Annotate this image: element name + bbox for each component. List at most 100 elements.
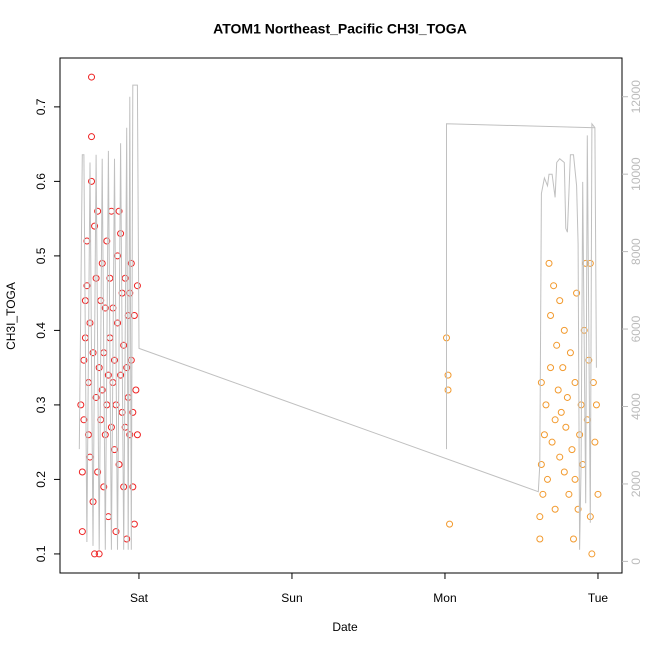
point bbox=[129, 408, 137, 416]
point bbox=[115, 207, 123, 215]
point bbox=[573, 289, 581, 297]
point bbox=[550, 282, 558, 290]
point bbox=[563, 393, 571, 401]
point bbox=[565, 490, 573, 498]
point bbox=[104, 513, 112, 521]
plot-frame bbox=[59, 57, 623, 574]
point bbox=[571, 475, 579, 483]
x-tick-label: Mon bbox=[433, 591, 456, 605]
point bbox=[126, 289, 134, 297]
point bbox=[560, 326, 568, 334]
point bbox=[559, 364, 567, 372]
point bbox=[129, 483, 137, 491]
point bbox=[77, 401, 85, 409]
y-tick-label: 0.1 bbox=[34, 545, 48, 562]
point bbox=[78, 528, 86, 536]
point bbox=[80, 356, 88, 364]
point bbox=[545, 259, 553, 267]
point bbox=[540, 431, 548, 439]
y2-tick-label: 2000 bbox=[629, 470, 643, 497]
y-tick-label: 0.3 bbox=[34, 396, 48, 413]
point bbox=[554, 386, 562, 394]
point bbox=[132, 386, 140, 394]
point bbox=[551, 416, 559, 424]
y2-tick-label: 4000 bbox=[629, 393, 643, 420]
point bbox=[560, 468, 568, 476]
y2-tick-label: 12000 bbox=[629, 80, 643, 114]
point bbox=[588, 550, 596, 558]
point bbox=[88, 73, 96, 81]
point bbox=[444, 371, 452, 379]
point bbox=[594, 490, 602, 498]
point bbox=[569, 535, 577, 543]
point bbox=[88, 177, 96, 185]
point bbox=[556, 297, 564, 305]
point bbox=[106, 274, 114, 282]
point bbox=[536, 535, 544, 543]
point bbox=[123, 535, 131, 543]
point bbox=[127, 259, 135, 267]
point bbox=[110, 356, 118, 364]
point bbox=[444, 386, 452, 394]
point bbox=[95, 550, 103, 558]
x-axis-label: Date bbox=[332, 620, 358, 634]
point bbox=[94, 207, 102, 215]
point bbox=[98, 259, 106, 267]
point bbox=[574, 505, 582, 513]
point bbox=[537, 379, 545, 387]
point bbox=[547, 312, 555, 319]
point bbox=[94, 468, 102, 476]
point bbox=[566, 349, 574, 357]
point bbox=[91, 222, 99, 230]
point bbox=[543, 475, 551, 483]
point bbox=[557, 408, 565, 416]
point bbox=[80, 416, 88, 424]
point bbox=[86, 453, 94, 461]
altitude-line bbox=[78, 84, 597, 550]
point bbox=[133, 431, 141, 439]
y-tick-label: 0.5 bbox=[34, 247, 48, 264]
point bbox=[553, 341, 561, 349]
y-tick-label: 0.4 bbox=[34, 322, 48, 339]
point bbox=[115, 461, 123, 469]
point bbox=[576, 431, 584, 439]
point bbox=[537, 461, 545, 469]
point bbox=[130, 312, 138, 319]
point bbox=[571, 379, 579, 387]
point bbox=[83, 282, 91, 290]
point bbox=[117, 230, 125, 238]
point bbox=[114, 319, 122, 327]
x-tick-label: Tue bbox=[588, 591, 609, 605]
point bbox=[84, 431, 92, 439]
point bbox=[123, 364, 131, 372]
point bbox=[126, 431, 134, 439]
point bbox=[92, 393, 100, 401]
point bbox=[101, 304, 109, 312]
point bbox=[117, 371, 125, 379]
point bbox=[88, 133, 96, 141]
point bbox=[130, 520, 138, 528]
point bbox=[92, 274, 100, 282]
point bbox=[83, 237, 91, 245]
y2-tick-label: 6000 bbox=[629, 315, 643, 342]
point bbox=[542, 401, 550, 409]
y-tick-label: 0.6 bbox=[34, 173, 48, 190]
point bbox=[547, 364, 555, 372]
point bbox=[446, 520, 454, 528]
point bbox=[562, 423, 570, 431]
y-tick-label: 0.2 bbox=[34, 471, 48, 488]
chart-title: ATOM1 Northeast_Pacific CH3I_TOGA bbox=[213, 21, 467, 37]
point bbox=[101, 431, 109, 439]
point bbox=[133, 282, 141, 290]
point bbox=[98, 386, 106, 394]
point bbox=[86, 319, 94, 327]
point bbox=[112, 528, 120, 536]
point bbox=[586, 259, 594, 267]
y-tick-label: 0.7 bbox=[34, 98, 48, 115]
point bbox=[100, 483, 108, 491]
point bbox=[89, 349, 97, 357]
point bbox=[95, 364, 103, 372]
point bbox=[591, 438, 599, 446]
x-tick-label: Sat bbox=[130, 591, 149, 605]
